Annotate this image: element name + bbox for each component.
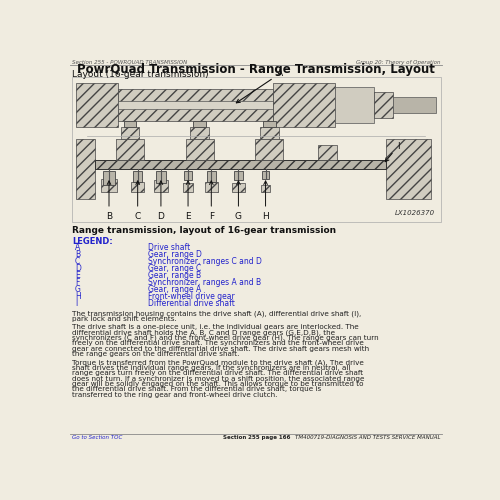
Text: D: D — [75, 264, 81, 273]
Bar — [132, 182, 144, 192]
Bar — [190, 127, 209, 138]
Text: E: E — [185, 181, 191, 220]
Text: B: B — [75, 250, 80, 259]
Text: C: C — [75, 257, 80, 266]
Text: TM400719-DIAGNOSIS AND TESTS SERVICE MANUAL: TM400719-DIAGNOSIS AND TESTS SERVICE MAN… — [295, 435, 440, 440]
Text: LEGEND:: LEGEND: — [72, 237, 112, 246]
Text: H: H — [262, 181, 269, 220]
Text: Synchronizer, ranges C and D: Synchronizer, ranges C and D — [148, 257, 262, 266]
Bar — [274, 83, 336, 127]
Text: transferred to the ring gear and front-wheel drive clutch.: transferred to the ring gear and front-w… — [72, 392, 277, 398]
Bar — [194, 121, 206, 127]
Text: Gear, range C: Gear, range C — [148, 264, 201, 273]
Bar — [118, 90, 274, 121]
Bar — [260, 127, 278, 138]
Text: Gear, range B: Gear, range B — [148, 271, 201, 280]
Text: F: F — [208, 181, 214, 220]
Text: Gear, range A: Gear, range A — [148, 285, 201, 294]
Text: the differential drive shaft. From the differential drive shaft, torque is: the differential drive shaft. From the d… — [72, 386, 321, 392]
Bar — [261, 184, 270, 192]
Bar — [206, 171, 216, 181]
Text: gear will be solidly engaged on the shaft. This allows torque to be transmitted : gear will be solidly engaged on the shaf… — [72, 381, 364, 387]
Text: The drive shaft is a one-piece unit, i.e. the individual gears are interlocked. : The drive shaft is a one-piece unit, i.e… — [72, 324, 358, 330]
Text: does not turn. If a synchronizer is moved to a shift position, the associated ra: does not turn. If a synchronizer is move… — [72, 376, 364, 382]
Text: LX1026370: LX1026370 — [394, 210, 434, 216]
Bar — [95, 160, 386, 170]
Text: PowrQuad Transmission - Range Transmission, Layout: PowrQuad Transmission - Range Transmissi… — [78, 62, 435, 76]
Text: Synchronizer, ranges A and B: Synchronizer, ranges A and B — [148, 278, 261, 287]
Bar — [182, 183, 194, 192]
Text: D: D — [158, 181, 164, 220]
Text: Group 20: Theory of Operation: Group 20: Theory of Operation — [356, 60, 440, 65]
Bar — [76, 138, 95, 198]
Text: the range gears on the differential drive shaft.: the range gears on the differential driv… — [72, 351, 239, 357]
Bar — [386, 138, 432, 198]
Bar — [232, 183, 244, 192]
Bar — [76, 83, 118, 127]
Bar — [184, 171, 192, 180]
Text: Differential drive shaft: Differential drive shaft — [148, 298, 234, 308]
Text: freely on the differential drive shaft. The synchronizers and the front-wheel dr: freely on the differential drive shaft. … — [72, 340, 364, 346]
Bar — [103, 171, 115, 184]
Text: range gears turn freely on the differential drive shaft. The differential drive : range gears turn freely on the different… — [72, 370, 363, 376]
Text: F: F — [75, 278, 80, 287]
Bar — [101, 178, 117, 192]
Text: I: I — [75, 298, 77, 308]
FancyBboxPatch shape — [72, 77, 440, 222]
Text: H: H — [75, 292, 80, 301]
Text: synchronizers (C and F) and the front-wheel drive gear (H). The range gears can : synchronizers (C and F) and the front-wh… — [72, 335, 378, 342]
Text: G: G — [235, 181, 242, 220]
Bar — [156, 171, 166, 183]
Bar — [263, 121, 276, 127]
Text: E: E — [75, 271, 80, 280]
Bar — [118, 101, 274, 109]
Bar — [205, 182, 218, 192]
Text: A: A — [236, 70, 282, 103]
Bar — [124, 121, 136, 127]
Text: park lock and shift elements.: park lock and shift elements. — [72, 316, 176, 322]
Bar — [374, 92, 394, 118]
Text: B: B — [106, 181, 112, 220]
Text: Gear, range D: Gear, range D — [148, 250, 202, 259]
Text: I: I — [385, 142, 400, 162]
Bar — [154, 180, 168, 192]
Text: shaft drives the individual range gears. If the synchronizers are in neutral, al: shaft drives the individual range gears.… — [72, 365, 350, 371]
Text: Range transmission, layout of 16-gear transmission: Range transmission, layout of 16-gear tr… — [72, 226, 336, 235]
Text: Drive shaft: Drive shaft — [148, 244, 190, 252]
Bar — [234, 171, 243, 180]
Bar — [318, 144, 337, 160]
Bar — [186, 138, 214, 160]
Text: gear are connected to the differential drive shaft. The drive shaft gears mesh w: gear are connected to the differential d… — [72, 346, 369, 352]
Text: G: G — [75, 285, 81, 294]
Bar — [95, 160, 386, 170]
Bar — [394, 97, 436, 113]
Text: C: C — [134, 181, 141, 220]
Bar — [120, 127, 139, 138]
Text: Layout (16-gear transmission): Layout (16-gear transmission) — [72, 70, 208, 79]
Text: A: A — [75, 244, 80, 252]
Bar — [256, 138, 283, 160]
Bar — [116, 138, 144, 160]
Text: differential drive shaft holds the A, B, C and D range gears (G,E,D,B), the: differential drive shaft holds the A, B,… — [72, 330, 335, 336]
Text: Section 255 - POWRQUAD TRANSMISSION: Section 255 - POWRQUAD TRANSMISSION — [72, 60, 187, 65]
Text: Go to Section TOC: Go to Section TOC — [72, 435, 122, 440]
Bar — [336, 87, 374, 123]
Bar — [133, 171, 142, 181]
Text: Section 255 page 166: Section 255 page 166 — [222, 435, 290, 440]
Text: Torque is transferred from the PowrQuad module to the drive shaft (A). The drive: Torque is transferred from the PowrQuad … — [72, 360, 364, 366]
Text: Front-wheel drive gear: Front-wheel drive gear — [148, 292, 234, 301]
Text: The transmission housing contains the drive shaft (A), differential drive shaft : The transmission housing contains the dr… — [72, 310, 361, 317]
Bar — [262, 171, 268, 178]
